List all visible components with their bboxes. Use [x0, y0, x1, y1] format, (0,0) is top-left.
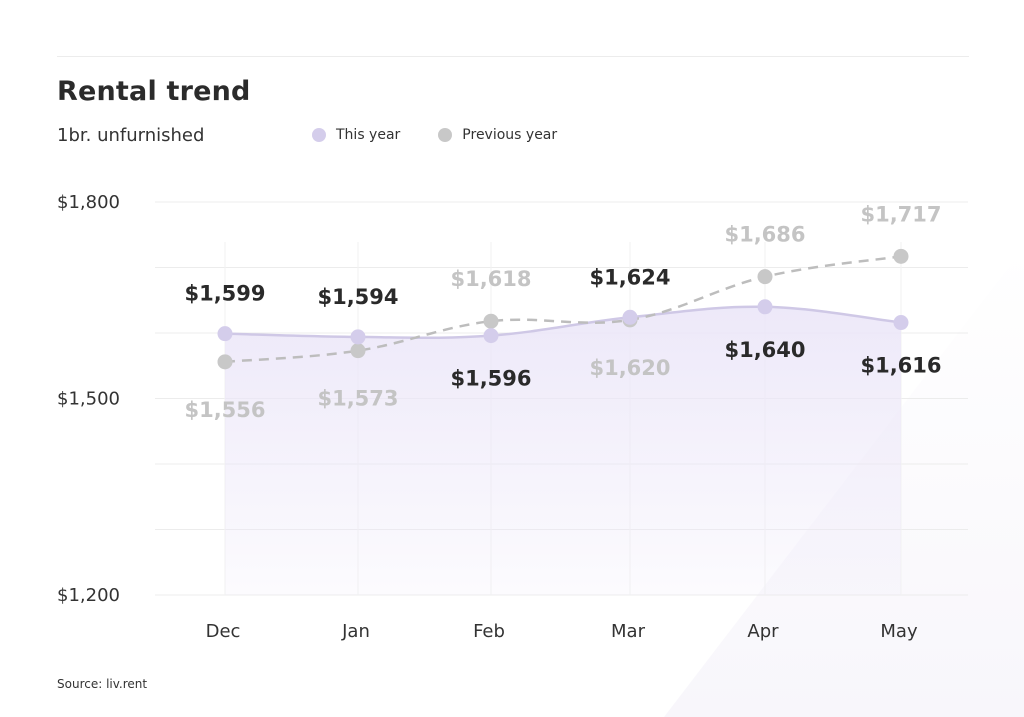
legend: This year Previous year	[312, 127, 595, 143]
this-year-point-may	[893, 315, 909, 331]
this-year-point-feb	[483, 328, 499, 344]
this-year-point-jan	[350, 329, 366, 345]
legend-previous-year-label: Previous year	[462, 127, 558, 143]
legend-item-previous-year[interactable]: Previous year	[438, 127, 557, 143]
this-year-point-mar	[622, 309, 638, 325]
legend-this-year-label: This year	[336, 127, 401, 143]
previous-year-label-may: $1,717	[860, 202, 941, 226]
previous-year-label-dec: $1,556	[184, 398, 265, 422]
previous-year-point-apr	[757, 269, 773, 285]
y-tick-label: $1,200	[57, 585, 120, 606]
previous-year-label-mar: $1,620	[589, 356, 670, 380]
previous-year-point-feb	[483, 313, 499, 329]
this-year-point-dec	[217, 326, 233, 342]
this-year-line	[224, 305, 902, 339]
x-tick-label: Feb	[473, 621, 505, 642]
previous-year-label-feb: $1,618	[450, 267, 531, 291]
source-note: Source: liv.rent	[57, 677, 148, 691]
this-year-area	[225, 306, 901, 595]
this-year-label-mar: $1,624	[589, 265, 670, 289]
legend-item-this-year[interactable]: This year	[312, 127, 400, 143]
this-year-label-jan: $1,594	[317, 285, 398, 309]
this-year-label-feb: $1,596	[450, 367, 531, 391]
y-tick-label: $1,500	[57, 389, 120, 410]
this-year-label-dec: $1,599	[184, 282, 265, 306]
this-year-label-may: $1,616	[860, 354, 941, 378]
chart-title: Rental trend	[57, 76, 251, 107]
legend-this-year-dot-icon	[312, 128, 326, 142]
this-year-label-apr: $1,640	[724, 338, 805, 362]
top-divider	[57, 56, 969, 57]
y-tick-label: $1,800	[57, 192, 120, 213]
x-tick-label: May	[880, 621, 918, 642]
this-year-point-apr	[757, 299, 773, 315]
x-tick-label: Jan	[341, 621, 370, 642]
x-tick-label: Mar	[611, 621, 646, 642]
previous-year-point-may	[893, 248, 909, 264]
previous-year-point-dec	[217, 354, 233, 370]
previous-year-point-jan	[350, 343, 366, 359]
previous-year-label-jan: $1,573	[317, 387, 398, 411]
previous-year-label-apr: $1,686	[724, 223, 805, 247]
x-tick-label: Dec	[206, 621, 241, 642]
previous-year-line	[224, 255, 902, 364]
chart-subtitle: 1br. unfurnished	[57, 125, 205, 146]
legend-previous-year-dot-icon	[438, 128, 453, 142]
x-tick-label: Apr	[747, 621, 779, 642]
